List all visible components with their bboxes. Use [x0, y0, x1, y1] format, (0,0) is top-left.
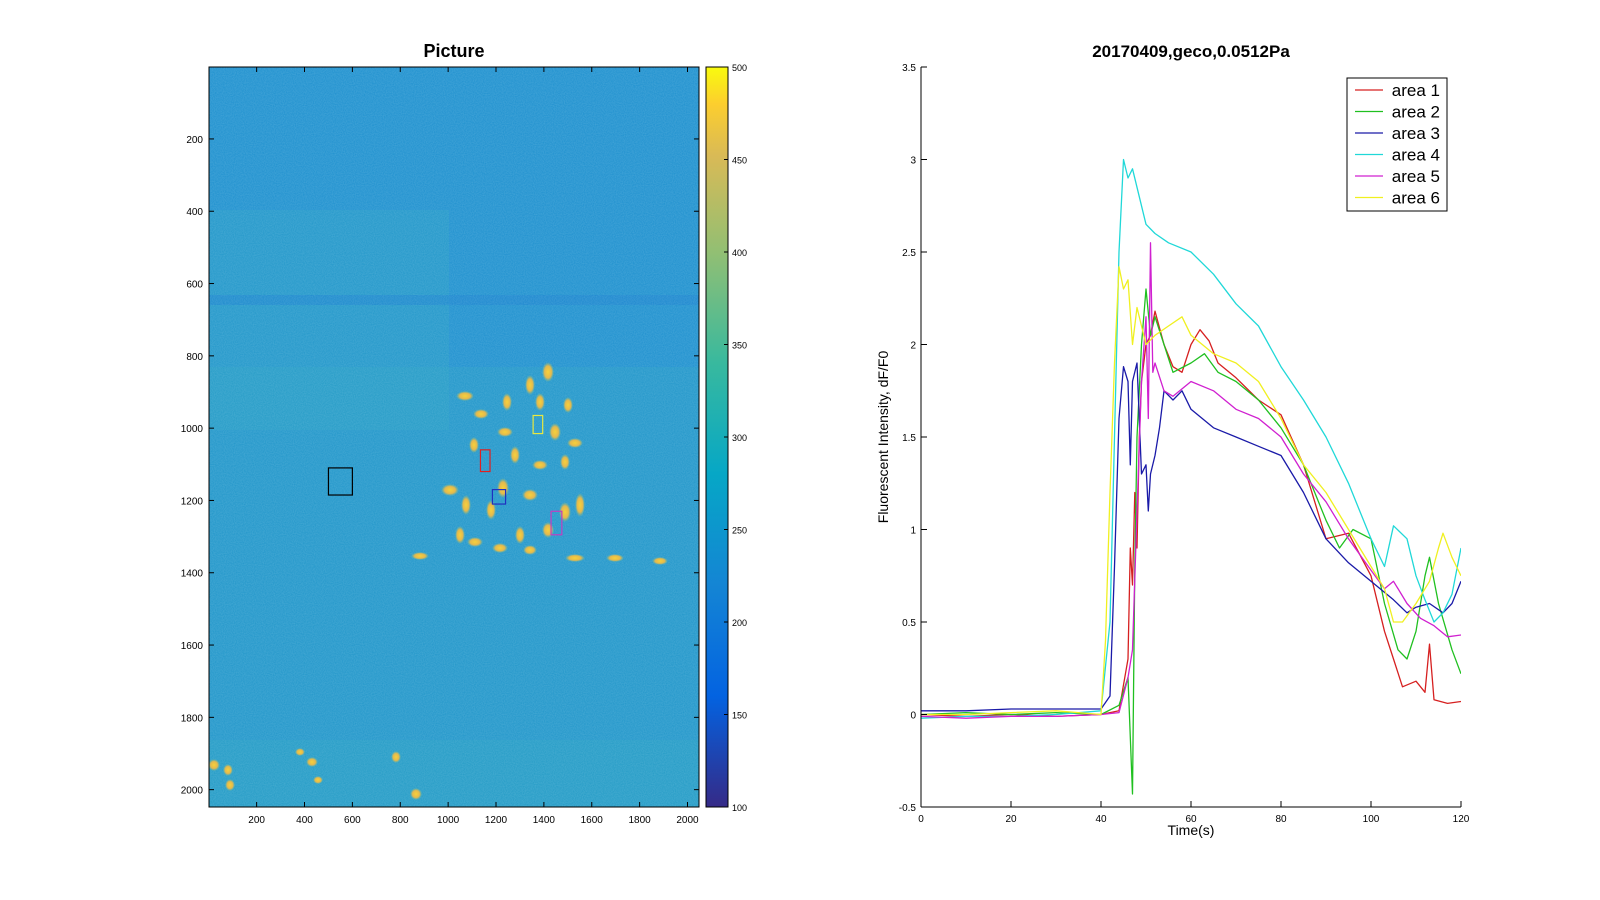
- y-tick-label: 1: [910, 526, 916, 537]
- series-line-area-4: [921, 158, 1461, 719]
- image-x-tick-label: 1000: [437, 815, 460, 826]
- image-x-tick-label: 800: [392, 815, 409, 826]
- legend-label: area 3: [1392, 124, 1440, 143]
- chart-axes: 0 20 40 60 80 100 120-0.500.511.522.533.5: [899, 63, 1470, 825]
- x-tick-label: 0: [918, 814, 924, 825]
- legend-label: area 6: [1392, 189, 1440, 208]
- roi-box: [327, 467, 353, 496]
- image-y-tick-label: 2000: [181, 786, 204, 797]
- legend-label: area 2: [1392, 103, 1440, 122]
- x-tick-label: 20: [1005, 814, 1017, 825]
- colorbar-tick-label: 200: [732, 618, 747, 628]
- image-x-tick-label: 200: [248, 815, 265, 826]
- image-x-tick-label: 400: [296, 815, 313, 826]
- legend-label: area 5: [1392, 167, 1440, 186]
- y-axis-label: Fluorescent Intensity, dF/F0: [875, 351, 891, 524]
- roi-box: [491, 488, 507, 505]
- series-lines: [921, 158, 1461, 795]
- roi-boxes: [327, 414, 563, 536]
- x-axis-label: Time(s): [1168, 822, 1215, 838]
- x-tick-label: 80: [1275, 814, 1287, 825]
- image-x-tick-label: 1800: [629, 815, 652, 826]
- roi-box: [532, 414, 544, 435]
- line-chart-panel: 20170409,geco,0.0512Pa 0 20 40 60 80 100 120-0…: [875, 42, 1470, 838]
- image-y-tick-label: 600: [186, 280, 203, 291]
- colorbar-tick-label: 400: [732, 248, 747, 258]
- y-tick-label: 3.5: [902, 63, 916, 74]
- fluorescence-image: [209, 67, 699, 807]
- legend-label: area 4: [1392, 146, 1440, 165]
- image-y-tick-label: 1200: [181, 496, 204, 507]
- roi-box: [550, 510, 563, 536]
- cell-cluster: [209, 362, 668, 800]
- image-x-tick-label: 2000: [676, 815, 699, 826]
- image-y-tick-label: 1800: [181, 713, 204, 724]
- x-tick-label: 60: [1185, 814, 1197, 825]
- image-x-tick-label: 1200: [485, 815, 508, 826]
- image-y-tick-label: 1600: [181, 641, 204, 652]
- series-line-area-3: [921, 362, 1461, 712]
- colorbar-tick-label: 250: [732, 526, 747, 536]
- image-y-tick-label: 1000: [181, 424, 204, 435]
- colorbar-tick-label: 350: [732, 341, 747, 351]
- series-line-area-6: [921, 266, 1461, 716]
- y-tick-label: 3: [910, 156, 916, 167]
- image-x-tick-label: 600: [344, 815, 361, 826]
- colorbar: 100 150 200 250 300 350 400 450 500: [705, 63, 747, 813]
- y-tick-label: 1.5: [902, 433, 916, 444]
- image-title: Picture: [423, 41, 484, 61]
- roi-box: [479, 449, 491, 473]
- image-y-tick-label: 200: [186, 135, 203, 146]
- series-line-area-5: [921, 242, 1461, 719]
- y-tick-label: 2: [910, 341, 916, 352]
- legend-box: [1346, 77, 1448, 212]
- legend: area 1 area 2 area 3 area 4 area 5 area 6: [1346, 77, 1448, 212]
- x-tick-label: 120: [1453, 814, 1470, 825]
- colorbar-tick-label: 500: [732, 63, 747, 73]
- colorbar-tick-label: 300: [732, 433, 747, 443]
- image-y-tick-label: 800: [186, 352, 203, 363]
- image-x-tick-label: 1600: [581, 815, 604, 826]
- y-tick-label: 2.5: [902, 248, 916, 259]
- image-frame: [208, 66, 700, 808]
- legend-label: area 1: [1392, 81, 1440, 100]
- image-x-tick-label: 1400: [533, 815, 556, 826]
- colorbar-tick-label: 150: [732, 711, 747, 721]
- series-line-area-1: [921, 310, 1461, 718]
- image-panel: Picture: [181, 41, 700, 826]
- colorbar-ticks: 100 150 200 250 300 350 400 450 500: [724, 63, 747, 813]
- y-tick-label: 0.5: [902, 618, 916, 629]
- image-y-tick-label: 1400: [181, 569, 204, 580]
- chart-title: 20170409,geco,0.0512Pa: [1092, 42, 1290, 61]
- image-axes: 200 400 600 800 1000 1200 1400 1600 1800 2000 200 4…: [181, 67, 699, 826]
- image-y-tick-label: 400: [186, 207, 203, 218]
- colorbar-tick-label: 100: [732, 803, 747, 813]
- colorbar-tick-label: 450: [732, 156, 747, 166]
- y-tick-label: 0: [910, 711, 916, 722]
- y-tick-label: -0.5: [899, 803, 917, 814]
- x-tick-label: 40: [1095, 814, 1107, 825]
- x-tick-label: 100: [1363, 814, 1380, 825]
